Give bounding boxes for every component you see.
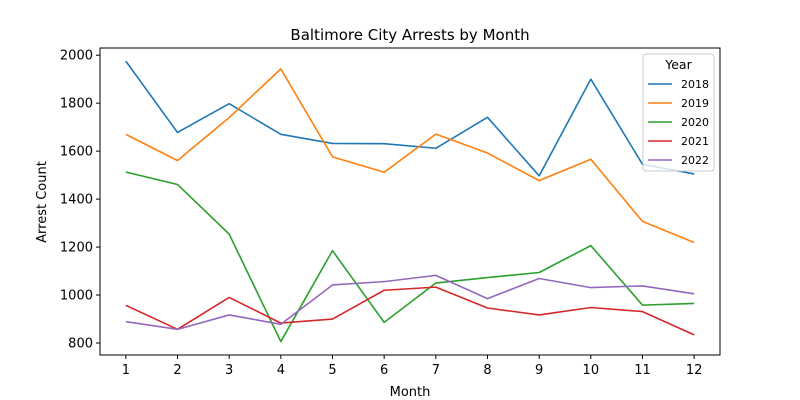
legend-label-2020: 2020	[681, 116, 709, 129]
y-tick-label: 1200	[60, 241, 93, 256]
series-layer	[126, 61, 694, 341]
legend-label-2021: 2021	[681, 135, 709, 148]
y-axis-label: Arrest Count	[35, 161, 50, 243]
x-tick-label: 7	[432, 363, 440, 378]
y-tick-label: 800	[68, 337, 93, 352]
y-axis: 800 1000 1200 1400 1600 1800 2000	[60, 49, 100, 352]
y-tick-label: 1600	[60, 145, 93, 160]
legend-label-2022: 2022	[681, 154, 709, 167]
x-tick-label: 9	[535, 363, 543, 378]
x-tick-label: 11	[634, 363, 651, 378]
x-tick-label: 8	[483, 363, 491, 378]
y-tick-label: 1400	[60, 193, 93, 208]
y-tick-label: 2000	[60, 49, 93, 64]
plot-frame	[100, 48, 720, 355]
x-tick-label: 1	[122, 363, 130, 378]
legend-title: Year	[664, 57, 692, 72]
x-tick-label: 2	[173, 363, 181, 378]
series-line-2020	[126, 172, 694, 342]
x-tick-label: 4	[277, 363, 285, 378]
legend-label-2018: 2018	[681, 78, 709, 91]
series-line-2018	[126, 61, 694, 176]
y-tick-label: 1800	[60, 97, 93, 112]
x-tick-label: 5	[328, 363, 336, 378]
x-tick-label: 3	[225, 363, 233, 378]
legend[interactable]: Year 2018 2019 2020 2021 2022	[643, 54, 714, 171]
x-tick-label: 10	[583, 363, 600, 378]
y-tick-label: 1000	[60, 289, 93, 304]
x-tick-label: 6	[380, 363, 388, 378]
x-axis: 1 2 3 4 5 6 7 8 9 10 11 12	[122, 355, 703, 378]
series-line-2021	[126, 287, 694, 335]
x-tick-label: 12	[686, 363, 703, 378]
chart-title: Baltimore City Arrests by Month	[290, 26, 529, 44]
legend-label-2019: 2019	[681, 97, 709, 110]
x-axis-label: Month	[390, 385, 431, 400]
